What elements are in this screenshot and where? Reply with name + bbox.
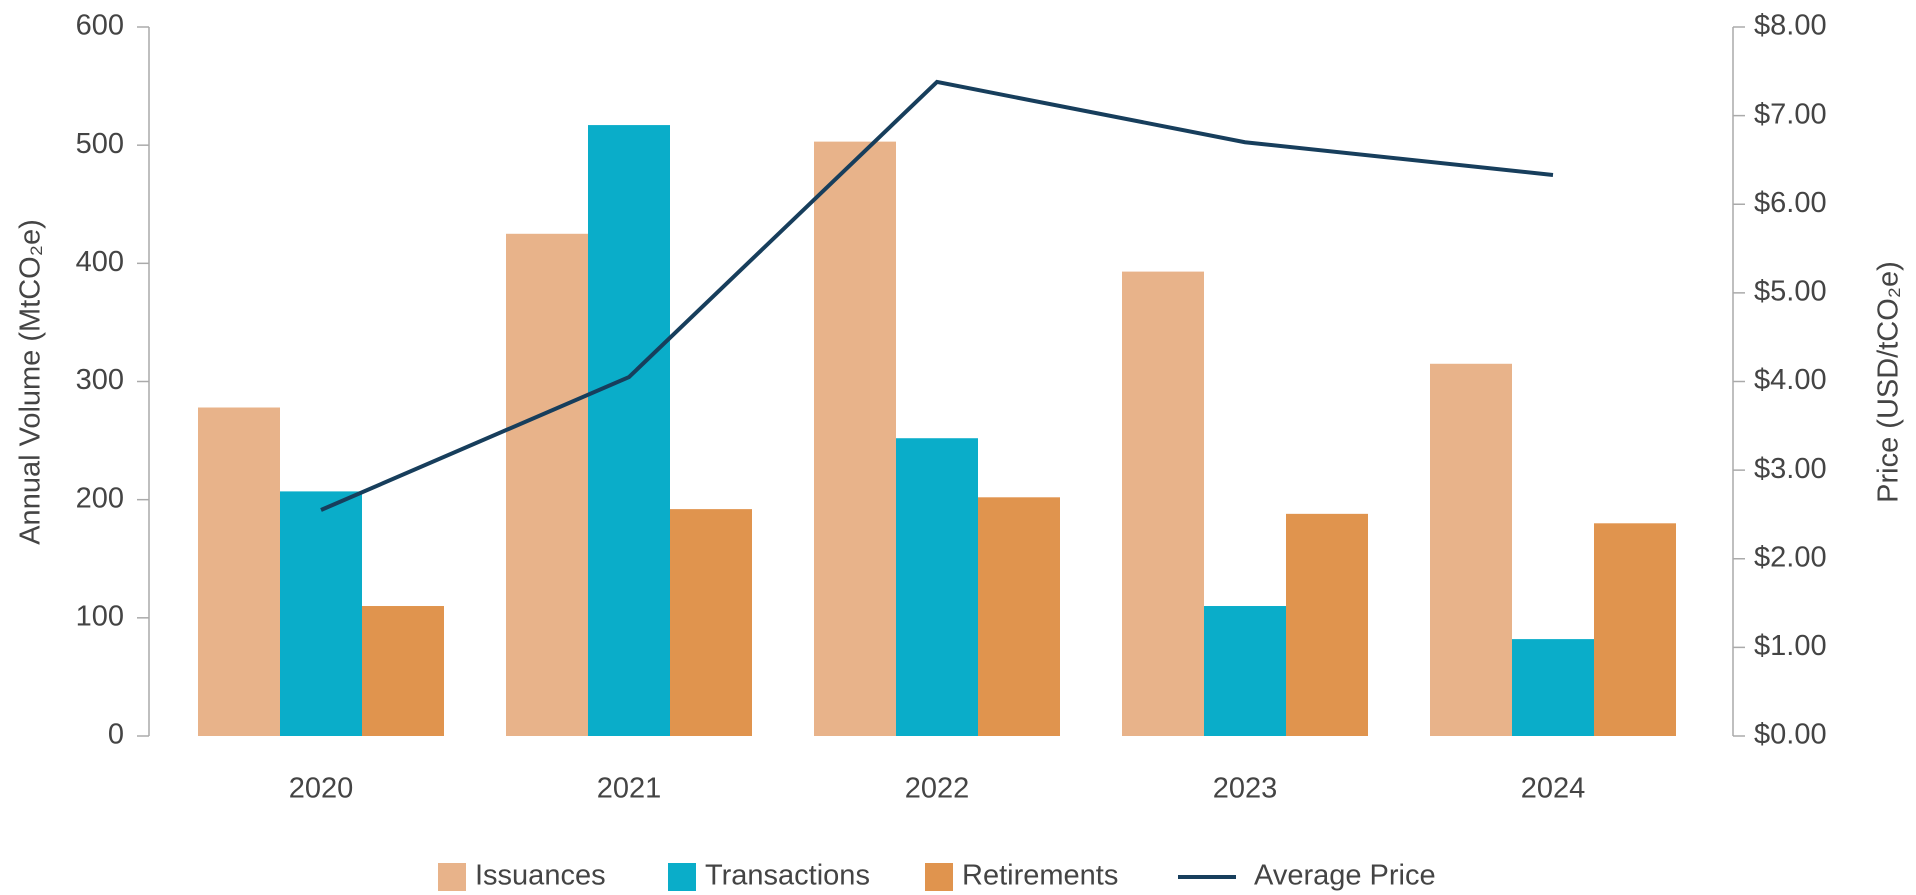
legend-label: Transactions [705,860,870,892]
legend-swatch [438,863,466,891]
bar [1204,606,1286,736]
bar [1594,523,1676,736]
y-axis-title: Annual Volume (MtCO₂e) [15,219,47,545]
x-tick-label: 2024 [1521,773,1586,805]
y2-tick-label: $8.00 [1754,10,1827,42]
legend-label: Issuances [475,860,606,892]
legend-swatch [925,863,953,891]
line [320,79,1554,512]
y2-tick-label: $1.00 [1754,630,1827,662]
legend-swatch [668,863,696,891]
y-tick-label: 200 [76,482,124,514]
y2-tick-label: $2.00 [1754,541,1827,573]
y-tick-label: 100 [76,600,124,632]
y-tick-label: 600 [76,10,124,42]
y-tick-label: 500 [76,128,124,160]
legend-label: Average Price [1254,860,1436,892]
bar [978,497,1060,736]
y-tick-label: 0 [108,719,124,751]
y-tick-label: 300 [76,364,124,396]
bar [198,407,280,736]
legend-label: Retirements [962,860,1118,892]
bar [1512,639,1594,736]
y-tick-label: 400 [76,246,124,278]
bar [362,606,444,736]
y2-tick-label: $5.00 [1754,276,1827,308]
bar [1122,271,1204,736]
y2-tick-label: $6.00 [1754,187,1827,219]
y2-tick-label: $7.00 [1754,98,1827,130]
bar [896,438,978,736]
bar [1286,513,1368,736]
x-tick-label: 2020 [289,773,354,805]
x-tick-label: 2022 [905,773,970,805]
bar [670,509,752,736]
bar [506,233,588,736]
y2-tick-label: $4.00 [1754,364,1827,396]
x-tick-label: 2021 [597,773,662,805]
bar [588,125,670,737]
bar [280,491,362,736]
y2-tick-label: $3.00 [1754,453,1827,485]
y2-tick-label: $0.00 [1754,719,1827,751]
bar [1430,363,1512,736]
bar [814,141,896,736]
x-tick-label: 2023 [1213,773,1278,805]
y2-axis-title: Price (USD/tCO₂e) [1873,261,1905,503]
